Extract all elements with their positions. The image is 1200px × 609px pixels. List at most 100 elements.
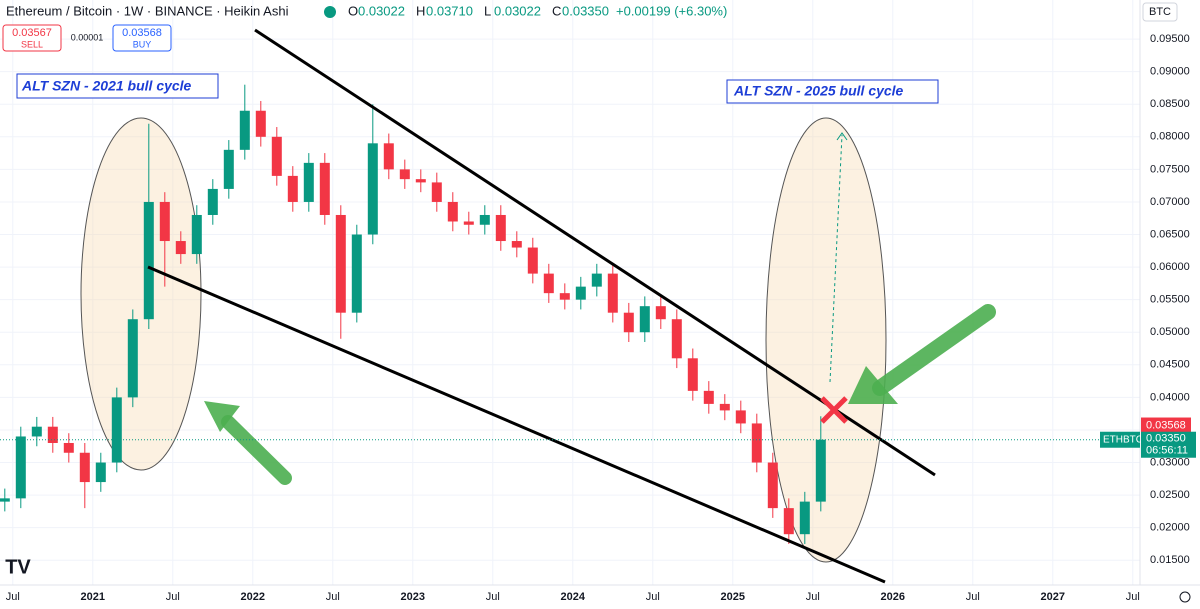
- currency-button[interactable]: [1142, 2, 1178, 22]
- projection-line: [829, 134, 843, 383]
- y-tick-label: 0.02500: [1150, 489, 1190, 501]
- x-tick-label: 2026: [881, 591, 905, 603]
- y-tick-label: 0.01500: [1150, 554, 1190, 566]
- y-tick-label: 0.08000: [1150, 131, 1190, 143]
- sell-price: 0.03567: [12, 27, 52, 39]
- annotation: ALT SZN - 2021 bull cycle: [21, 78, 192, 94]
- candle-body: [351, 234, 362, 313]
- candle-body: [783, 508, 794, 535]
- sell-label: SELL: [21, 39, 43, 49]
- y-tick-label: 0.04500: [1150, 359, 1190, 371]
- candle-body: [367, 143, 378, 235]
- x-tick-label: Jul: [6, 591, 20, 603]
- symbol-tag: [1100, 431, 1140, 448]
- candle-body: [303, 162, 314, 202]
- candle-body: [415, 179, 426, 183]
- x-tick-label: 2025: [721, 591, 745, 603]
- buy-button[interactable]: [112, 24, 172, 52]
- candle-body: [271, 136, 282, 176]
- x-tick-label: 2022: [241, 591, 265, 603]
- axes: 0.015000.020000.025000.030000.035000.040…: [0, 33, 1196, 603]
- ohlc-label: C: [552, 3, 561, 18]
- header: Ethereum / Bitcoin · 1W · BINANCE · Heik…: [2, 2, 1178, 52]
- candle-body: [543, 273, 554, 294]
- candle-body: [559, 293, 570, 300]
- candle-body: [735, 410, 746, 424]
- trend-line: [147, 265, 886, 584]
- market-status: [324, 6, 336, 18]
- candle-body: [207, 188, 218, 215]
- y-tick-label: 0.04000: [1150, 391, 1190, 403]
- candle-body: [79, 452, 90, 483]
- last-price-tag: [1141, 431, 1196, 458]
- candle-body: [479, 214, 490, 225]
- settings-icon[interactable]: [1179, 591, 1191, 603]
- countdown: 06:56:11: [1146, 445, 1188, 457]
- highlight-ellipse: [80, 117, 202, 471]
- ohlc-value: 0.03350: [562, 3, 609, 18]
- candle-body: [0, 498, 10, 502]
- ask-price-tag: [1141, 417, 1191, 434]
- candle-body: [607, 273, 618, 313]
- candle-body: [655, 306, 666, 320]
- annotation-box: [726, 79, 939, 104]
- x-tick-label: 2023: [401, 591, 425, 603]
- candle-body: [319, 162, 330, 215]
- y-tick-label: 0.08500: [1150, 98, 1190, 110]
- candle-body: [287, 175, 298, 202]
- candle-body: [799, 501, 810, 535]
- candle-body: [143, 201, 154, 320]
- candle-body: [111, 397, 122, 463]
- x-tick-label: Jul: [326, 591, 340, 603]
- logo: TV: [5, 556, 31, 578]
- candle-body: [575, 286, 586, 300]
- spread: 0.00001: [71, 32, 104, 42]
- symbol-label: ETHBTC: [1103, 434, 1143, 445]
- projection-arrowhead: [836, 132, 848, 141]
- candle-body: [719, 403, 730, 411]
- currency: BTC: [1149, 6, 1171, 18]
- candle-body: [687, 358, 698, 391]
- change: +0.00199 (+6.30%): [616, 3, 727, 18]
- ask-price-label: 0.03568: [1146, 419, 1186, 431]
- ohlc-label: O: [348, 3, 358, 18]
- last-price-label: 0.03350: [1146, 433, 1186, 445]
- x-tick-label: Jul: [646, 591, 660, 603]
- y-tick-label: 0.06500: [1150, 228, 1190, 240]
- x-tick-label: Jul: [166, 591, 180, 603]
- y-tick-label: 0.02000: [1150, 522, 1190, 534]
- sell-button[interactable]: [2, 24, 62, 52]
- candle-body: [671, 319, 682, 359]
- y-tick-label: 0.05000: [1150, 326, 1190, 338]
- candle-body: [591, 273, 602, 287]
- y-tick-label: 0.05500: [1150, 294, 1190, 306]
- candle-body: [63, 442, 74, 453]
- x-tick-label: 2021: [81, 591, 105, 603]
- ohlc-label: L: [484, 3, 491, 18]
- candle-body: [767, 462, 778, 509]
- ohlc-value: 0.03022: [494, 3, 541, 18]
- candle-body: [15, 436, 26, 499]
- y-tick-label: 0.07000: [1150, 196, 1190, 208]
- candle-body: [175, 241, 186, 255]
- y-tick-label: 0.09500: [1150, 33, 1190, 45]
- green-arrow: [204, 401, 292, 485]
- x-tick-label: Jul: [1126, 591, 1140, 603]
- candle-body: [127, 319, 138, 398]
- candle-body: [447, 201, 458, 222]
- y-tick-label: 0.07500: [1150, 163, 1190, 175]
- candle-body: [511, 241, 522, 248]
- ohlc-value: 0.03022: [358, 3, 405, 18]
- candle-body: [463, 221, 474, 225]
- candle-body: [495, 214, 506, 242]
- y-tick-label: 0.06000: [1150, 261, 1190, 273]
- candle-body: [255, 110, 266, 137]
- candle-body: [47, 426, 58, 443]
- x-tick-label: Jul: [806, 591, 820, 603]
- buy-label: BUY: [133, 39, 152, 49]
- x-tick-label: 2024: [561, 591, 586, 603]
- candle-body: [623, 312, 634, 333]
- x-tick-label: Jul: [486, 591, 500, 603]
- candle-body: [31, 426, 42, 437]
